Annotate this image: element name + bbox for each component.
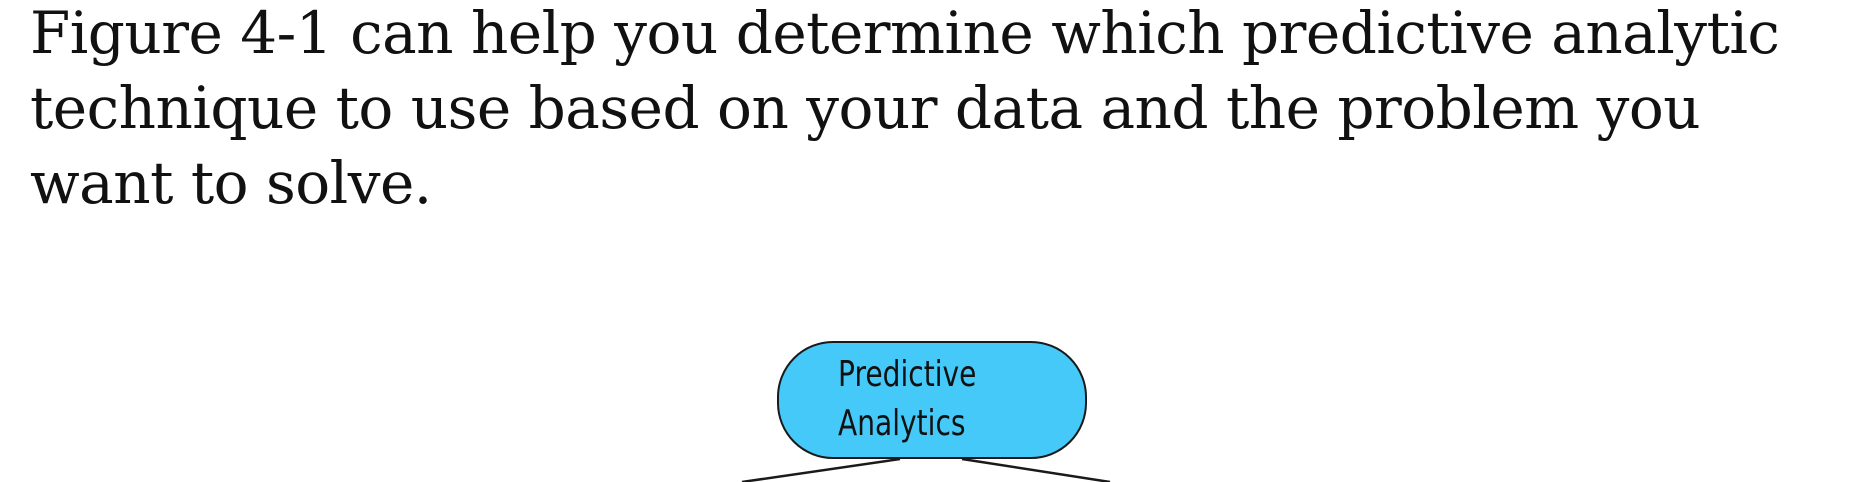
predictive-analytics-node bbox=[777, 341, 1087, 459]
paragraph-line: want to solve. bbox=[30, 149, 432, 217]
paragraph-line: Figure 4-1 can help you determine which … bbox=[30, 0, 1780, 67]
node-label-line: Analytics bbox=[838, 403, 966, 444]
connector-right bbox=[961, 457, 1111, 482]
predictive-analytics-label: Predictive Analytics bbox=[838, 350, 976, 448]
paragraph-line: technique to use based on your data and … bbox=[30, 74, 1701, 142]
node-label-line: Predictive bbox=[838, 354, 977, 395]
connector-left bbox=[741, 457, 901, 482]
body-paragraph: Figure 4-1 can help you determine which … bbox=[30, 0, 1850, 221]
